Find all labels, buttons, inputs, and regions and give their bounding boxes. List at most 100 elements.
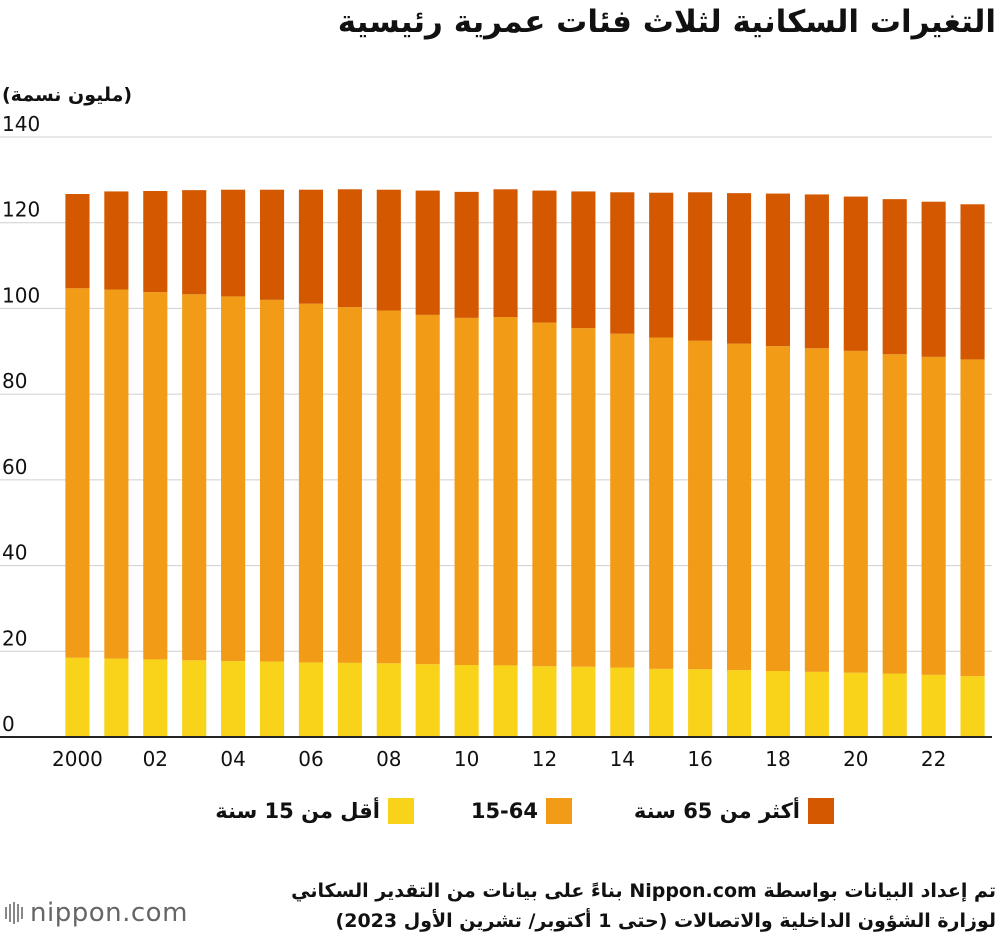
bar-segment-mid [104, 289, 129, 659]
bar-segment-under15 [688, 669, 713, 737]
x-tick-label: 12 [532, 747, 557, 771]
bar-segment-under15 [65, 657, 90, 737]
y-tick-label: 140 [2, 112, 40, 136]
bar-segment-over65 [493, 189, 518, 317]
bar-segment-mid [376, 310, 401, 664]
bar-segment-mid [726, 343, 752, 671]
legend-label-under15: أقل من 15 سنة [215, 799, 380, 823]
legend-label-over65: أكثر من 65 سنة [633, 799, 800, 823]
bar-segment-mid [415, 314, 440, 665]
nippon-logo-text: nippon.com [30, 898, 188, 928]
bar-segment-mid [688, 340, 713, 670]
legend-swatch-15-64 [546, 798, 572, 824]
bar-segment-mid [143, 292, 168, 660]
source-line-1: تم إعداد البيانات بواسطة Nippon.com بناء… [291, 880, 996, 902]
bar-segment-under15 [259, 661, 285, 737]
x-tick-label: 20 [843, 747, 868, 771]
bar-segment-under15 [804, 671, 829, 737]
bar-segment-under15 [921, 674, 946, 737]
bar-segment-over65 [765, 193, 791, 347]
bar-segment-over65 [415, 190, 440, 315]
x-tick-label: 18 [765, 747, 790, 771]
logo-word: nippon [30, 898, 123, 928]
bar-segment-mid [960, 359, 985, 677]
x-tick-label: 08 [376, 747, 401, 771]
bar-segment-mid [65, 288, 90, 658]
legend: أكثر من 65 سنة 15-64 أقل من 15 سنة [0, 798, 1000, 834]
bar-segment-over65 [649, 192, 674, 338]
logo-suffix: .com [122, 898, 188, 928]
y-tick-label: 0 [2, 712, 15, 736]
bar-segment-mid [843, 350, 868, 673]
x-tick-label: 2000 [52, 747, 103, 771]
source-line-2: لوزارة الشؤون الداخلية والاتصالات (حتى 1… [335, 910, 996, 932]
stacked-bar-chart: 0 20 40 60 80 100 120 140 2000 02 04 06 08 10 12 14 16 18… [0, 112, 992, 771]
bar-segment-under15 [415, 664, 440, 737]
bar-segment-over65 [337, 189, 362, 308]
bar-segment-under15 [337, 662, 362, 737]
bar-segment-mid [610, 333, 635, 668]
bar-segment-under15 [843, 672, 868, 737]
bar-segment-under15 [454, 665, 479, 737]
bar-segment-mid [571, 328, 596, 667]
bar-segment-over65 [532, 190, 557, 323]
bar-segment-over65 [259, 189, 285, 300]
x-tick-label: 16 [687, 747, 712, 771]
bar-segment-mid [454, 317, 479, 665]
bar-segment-under15 [376, 663, 401, 737]
bar-segment-under15 [532, 666, 557, 737]
bar-segment-under15 [882, 673, 907, 737]
bar-segment-over65 [454, 191, 479, 318]
bar-segment-mid [221, 296, 246, 662]
bar-segment-under15 [571, 666, 596, 737]
axes: 0 20 40 60 80 100 120 140 2000 02 04 06 08 10 12 14 16 18… [0, 112, 992, 771]
bar-segment-under15 [765, 671, 791, 737]
bar-segment-over65 [376, 189, 401, 311]
bar-segment-mid [493, 317, 518, 666]
bar-segment-mid [298, 303, 324, 663]
x-tick-label: 10 [454, 747, 479, 771]
legend-swatch-under15 [388, 798, 414, 824]
bar-segment-under15 [493, 665, 518, 737]
bar-segment-mid [337, 307, 362, 663]
source-note: تم إعداد البيانات بواسطة Nippon.com بناء… [291, 876, 996, 936]
x-tick-label: 04 [220, 747, 245, 771]
bar-segment-under15 [143, 659, 168, 737]
bar-segment-over65 [843, 196, 868, 351]
bar-segment-under15 [610, 667, 635, 737]
bar-segment-mid [804, 348, 829, 672]
bar-segment-mid [182, 294, 207, 661]
y-tick-label: 80 [2, 369, 27, 393]
bar-segment-over65 [182, 190, 207, 295]
x-tick-label: 14 [610, 747, 635, 771]
y-tick-label: 40 [2, 541, 27, 565]
legend-swatch-over65 [808, 798, 834, 824]
x-tick-label: 22 [921, 747, 946, 771]
x-tick-label: 06 [298, 747, 323, 771]
bar-segment-under15 [104, 658, 129, 737]
bar-segment-under15 [221, 661, 246, 737]
bar-segment-over65 [882, 199, 907, 355]
bar-segment-over65 [65, 194, 90, 289]
y-tick-label: 60 [2, 455, 27, 479]
bar-segment-over65 [298, 189, 324, 304]
bar-segment-under15 [182, 660, 207, 737]
bar-segment-mid [649, 337, 674, 669]
bar-segment-over65 [571, 191, 596, 329]
bar-segment-under15 [649, 668, 674, 737]
bar-segment-under15 [298, 662, 324, 737]
bar-segment-mid [882, 354, 907, 674]
bar-segment-over65 [221, 189, 246, 297]
x-tick-label: 02 [143, 747, 168, 771]
bar-segment-mid [532, 322, 557, 667]
legend-item-over65: أكثر من 65 سنة [634, 798, 834, 824]
y-tick-label: 20 [2, 626, 27, 650]
nippon-logo: nippon.com [4, 898, 188, 928]
bar-segment-mid [765, 346, 791, 671]
bar-segment-over65 [143, 191, 168, 293]
bar-segment-over65 [610, 192, 635, 334]
legend-item-under15: أقل من 15 سنة [215, 798, 414, 824]
bar-segment-over65 [726, 193, 752, 344]
bar-segment-over65 [688, 192, 713, 341]
bar-segment-over65 [104, 191, 129, 290]
